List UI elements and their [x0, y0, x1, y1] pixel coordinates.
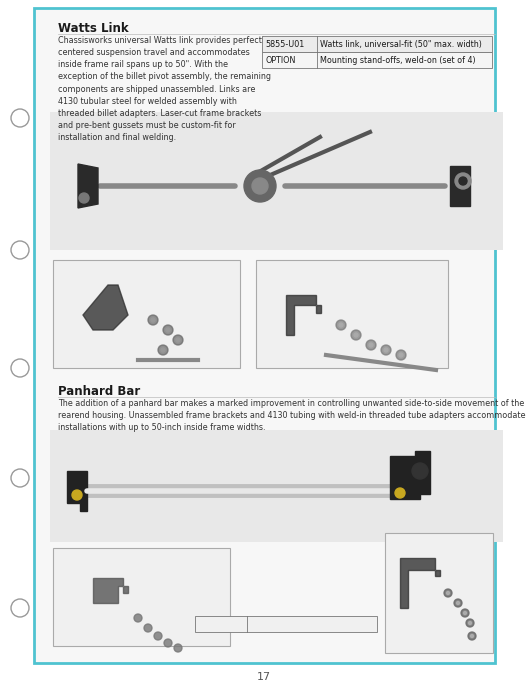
Circle shape: [354, 333, 358, 337]
Polygon shape: [93, 578, 128, 603]
Bar: [195, 616, 377, 632]
Polygon shape: [286, 295, 321, 335]
Circle shape: [454, 599, 462, 607]
Circle shape: [463, 612, 467, 614]
Circle shape: [469, 621, 471, 625]
Bar: [262, 36, 492, 52]
Bar: [53, 548, 230, 646]
Text: Watts Link: Watts Link: [58, 22, 129, 35]
Circle shape: [134, 614, 142, 622]
Circle shape: [384, 348, 388, 352]
Circle shape: [11, 359, 29, 377]
Circle shape: [166, 328, 170, 332]
Circle shape: [79, 193, 89, 203]
Circle shape: [381, 345, 391, 355]
Bar: [256, 260, 448, 368]
Bar: [50, 112, 503, 250]
Text: Panhard Bar: Panhard Bar: [58, 385, 140, 398]
Circle shape: [444, 589, 452, 597]
Circle shape: [11, 241, 29, 259]
Circle shape: [11, 469, 29, 487]
Circle shape: [148, 315, 158, 325]
Bar: [385, 533, 493, 653]
Circle shape: [11, 109, 29, 127]
Bar: [53, 260, 240, 368]
Polygon shape: [450, 166, 470, 206]
Circle shape: [164, 639, 172, 647]
Circle shape: [252, 178, 268, 194]
Circle shape: [455, 173, 471, 189]
Circle shape: [457, 601, 460, 604]
Circle shape: [396, 350, 406, 360]
Circle shape: [461, 609, 469, 617]
Circle shape: [339, 323, 343, 327]
Bar: [262, 52, 492, 68]
Bar: [50, 430, 503, 542]
Circle shape: [173, 335, 183, 345]
Circle shape: [174, 644, 182, 652]
Circle shape: [176, 338, 180, 342]
Text: The addition of a panhard bar makes a marked improvement in controlling unwanted: The addition of a panhard bar makes a ma…: [58, 399, 525, 432]
Circle shape: [158, 345, 168, 355]
Polygon shape: [390, 451, 430, 499]
Circle shape: [244, 170, 276, 202]
Circle shape: [395, 488, 405, 498]
Text: 5855-U01: 5855-U01: [265, 40, 304, 49]
Text: Mounting stand-offs, weld-on (set of 4): Mounting stand-offs, weld-on (set of 4): [320, 55, 476, 64]
Polygon shape: [83, 285, 128, 330]
Circle shape: [336, 320, 346, 330]
Text: OPTION: OPTION: [265, 55, 295, 64]
Circle shape: [459, 177, 467, 185]
Text: 5856-U01: 5856-U01: [198, 619, 237, 629]
Circle shape: [161, 348, 165, 352]
Polygon shape: [78, 164, 98, 208]
Circle shape: [468, 632, 476, 640]
Text: Watts link, universal-fit (50" max. width): Watts link, universal-fit (50" max. widt…: [320, 40, 482, 49]
Circle shape: [446, 592, 450, 595]
Circle shape: [470, 634, 473, 638]
Circle shape: [369, 343, 373, 347]
Circle shape: [72, 490, 82, 500]
Text: 17: 17: [257, 672, 271, 682]
Circle shape: [399, 353, 403, 357]
Text: Panhard bar, universal-fit: Panhard bar, universal-fit: [250, 619, 351, 629]
Circle shape: [11, 599, 29, 617]
Circle shape: [154, 632, 162, 640]
Polygon shape: [67, 471, 87, 511]
Circle shape: [144, 624, 152, 632]
Circle shape: [466, 619, 474, 627]
Circle shape: [163, 325, 173, 335]
Text: Chassisworks universal Watts link provides perfectly
centered suspension travel : Chassisworks universal Watts link provid…: [58, 36, 271, 142]
Circle shape: [151, 318, 155, 322]
Circle shape: [366, 340, 376, 350]
Circle shape: [351, 330, 361, 340]
Bar: [34, 8, 495, 663]
Polygon shape: [400, 558, 440, 608]
Circle shape: [412, 463, 428, 479]
